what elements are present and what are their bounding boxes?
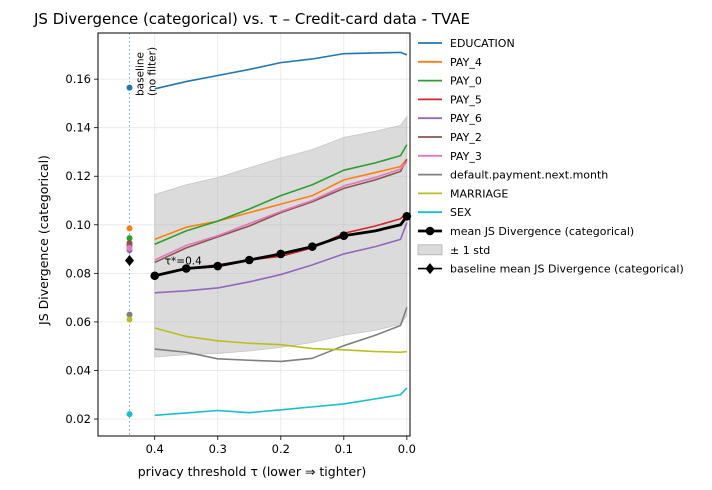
series-line-pay-4	[154, 158, 408, 241]
baseline-point-pay-3	[126, 244, 133, 251]
y-tick-label: 0.08	[65, 266, 91, 280]
baseline-layer	[126, 33, 133, 436]
legend-label-default-payment-next-month: default.payment.next.month	[450, 169, 608, 182]
series-line-pay-3	[154, 161, 408, 261]
legend-swatch-std-band	[417, 244, 443, 256]
legend-label-mean: mean JS Divergence (categorical)	[450, 225, 634, 238]
baseline-mean-marker	[125, 254, 135, 266]
legend-label-pay-5: PAY_5	[450, 93, 482, 106]
mean-point	[244, 255, 254, 265]
x-tick-label: 0.4	[146, 442, 164, 456]
series-line-pay-0	[154, 144, 408, 245]
mean-layer	[125, 211, 412, 281]
legend-label-sex: SEX	[450, 206, 472, 219]
series-line-education	[154, 51, 408, 90]
std-band-area	[154, 115, 408, 358]
mean-point	[181, 264, 191, 273]
y-tick-label: 0.02	[65, 412, 91, 426]
legend-label-education: EDUCATION	[450, 37, 515, 50]
legend-label-pay-4: PAY_4	[450, 56, 482, 69]
legend-marker-mean	[425, 226, 435, 236]
baseline-point-pay-0	[126, 235, 133, 242]
legend-label-marriage: MARRIAGE	[450, 187, 508, 200]
legend-label-baseline-mean: baseline mean JS Divergence (categorical…	[450, 263, 684, 276]
plot-frame	[97, 32, 411, 437]
series-line-pay-6	[154, 222, 408, 294]
y-axis-ticks: 0.02 0.04 0.06 0.08 0.10 0.12 0.14 0.16	[65, 72, 98, 426]
legend-label-pay-0: PAY_0	[450, 75, 482, 88]
y-tick-label: 0.06	[65, 315, 91, 329]
x-tick-label: 0.0	[398, 442, 416, 456]
mean-point	[402, 211, 412, 221]
baseline-annotation-line: (no filter)	[147, 47, 159, 96]
legend-label-pay-3: PAY_3	[450, 150, 482, 163]
legend-label-pay-2: PAY_2	[450, 131, 482, 144]
x-tick-label: 0.2	[272, 442, 290, 456]
baseline-annotation: baseline(no filter)	[135, 47, 159, 96]
baseline-point-pay-4	[126, 225, 133, 232]
series-line-pay-2	[154, 158, 408, 264]
mean-line	[154, 215, 408, 278]
mean-point	[213, 261, 223, 271]
mean-point	[150, 271, 160, 281]
plot-area	[97, 32, 412, 437]
legend: EDUCATION PAY_4 PAY_0 PAY_5 PAY_6 PAY_2 PAY_3d…	[417, 37, 684, 276]
y-tick-label: 0.04	[65, 363, 91, 377]
annotations: baseline(no filter) τ*=0.4	[135, 47, 203, 268]
x-axis-ticks: 0.4 0.3 0.2 0.1 0.0	[146, 436, 416, 456]
y-tick-label: 0.14	[65, 121, 91, 135]
x-tick-label: 0.1	[335, 442, 353, 456]
y-tick-label: 0.16	[65, 72, 91, 86]
series-line-default-payment-next-month	[154, 307, 408, 363]
baseline-point-default-payment-next-month	[126, 311, 133, 318]
series-line-marriage	[154, 327, 407, 354]
mean-point	[276, 249, 286, 259]
x-axis-label: privacy threshold τ (lower ⇒ tighter)	[138, 464, 367, 479]
baseline-annotation-line: baseline	[135, 52, 147, 96]
x-tick-label: 0.3	[209, 442, 227, 456]
baseline-point-marriage	[126, 316, 133, 323]
baseline-point-education	[126, 84, 133, 91]
legend-label-std-band: ± 1 std	[450, 244, 490, 257]
mean-point	[308, 242, 317, 251]
baseline-point-pay-2	[126, 239, 133, 246]
mean-point	[339, 231, 349, 241]
tau-star-annotation: τ*=0.4	[165, 255, 202, 267]
chart-title: JS Divergence (categorical) vs. τ – Cred…	[33, 10, 470, 28]
y-tick-label: 0.12	[65, 169, 91, 183]
series-line-sex	[154, 387, 408, 417]
legend-marker-baseline-mean	[425, 263, 435, 275]
legend-label-pay-6: PAY_6	[450, 112, 482, 125]
y-tick-label: 0.10	[65, 218, 91, 232]
y-axis-label: JS Divergence (categorical)	[36, 155, 51, 326]
baseline-point-sex	[126, 411, 133, 418]
std-band-layer	[154, 115, 408, 358]
